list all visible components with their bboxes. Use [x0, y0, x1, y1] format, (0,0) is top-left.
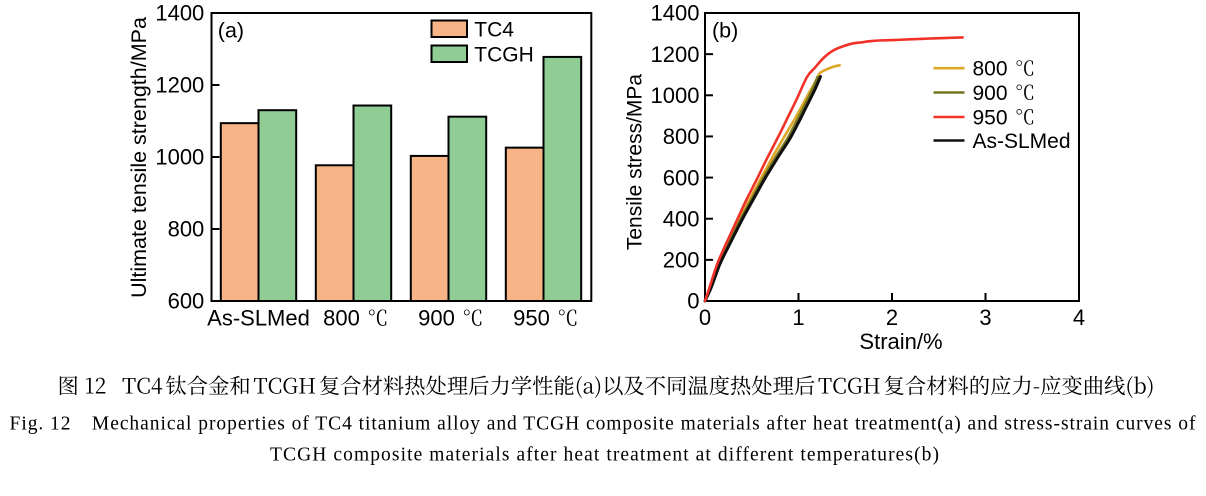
svg-text:(b): (b): [712, 19, 738, 43]
svg-text:400: 400: [663, 206, 700, 231]
svg-text:(a): (a): [218, 19, 244, 43]
svg-text:TCGH: TCGH: [474, 43, 534, 66]
svg-text:1200: 1200: [651, 42, 700, 67]
svg-text:1400: 1400: [155, 1, 204, 26]
svg-text:600: 600: [168, 289, 205, 314]
svg-text:2: 2: [886, 305, 898, 330]
svg-text:1200: 1200: [155, 73, 204, 98]
svg-text:950: 950: [973, 106, 1008, 129]
svg-text:900: 900: [418, 306, 455, 331]
svg-text:Strain/%: Strain/%: [859, 329, 942, 354]
svg-text:800: 800: [323, 306, 360, 331]
svg-text:0: 0: [699, 305, 711, 330]
svg-text:800: 800: [973, 58, 1008, 81]
svg-text:200: 200: [663, 248, 700, 273]
svg-text:TC4: TC4: [474, 18, 514, 41]
svg-text:1400: 1400: [651, 1, 700, 26]
svg-text:950: 950: [513, 306, 550, 331]
svg-text:As-SLMed: As-SLMed: [207, 306, 310, 331]
svg-text:As-SLMed: As-SLMed: [973, 130, 1071, 153]
svg-text:Tensile stress/MPa: Tensile stress/MPa: [624, 74, 647, 251]
svg-text:800: 800: [168, 217, 205, 242]
svg-text:4: 4: [1073, 305, 1085, 330]
svg-text:Ultimate tensile strength/MPa: Ultimate tensile strength/MPa: [127, 17, 151, 298]
svg-text:1000: 1000: [155, 145, 204, 170]
svg-text:800: 800: [663, 124, 700, 149]
svg-text:600: 600: [663, 165, 700, 190]
svg-text:0: 0: [687, 289, 699, 314]
svg-text:TCGH composite materials after: TCGH composite materials after heat trea…: [270, 445, 939, 466]
svg-text:1: 1: [792, 305, 804, 330]
svg-text:Fig. 12 Mechanical properties: Fig. 12 Mechanical properties of TC4 tit…: [10, 414, 1197, 435]
svg-text:900: 900: [973, 82, 1008, 105]
svg-text:3: 3: [979, 305, 991, 330]
svg-text:1000: 1000: [651, 83, 700, 108]
